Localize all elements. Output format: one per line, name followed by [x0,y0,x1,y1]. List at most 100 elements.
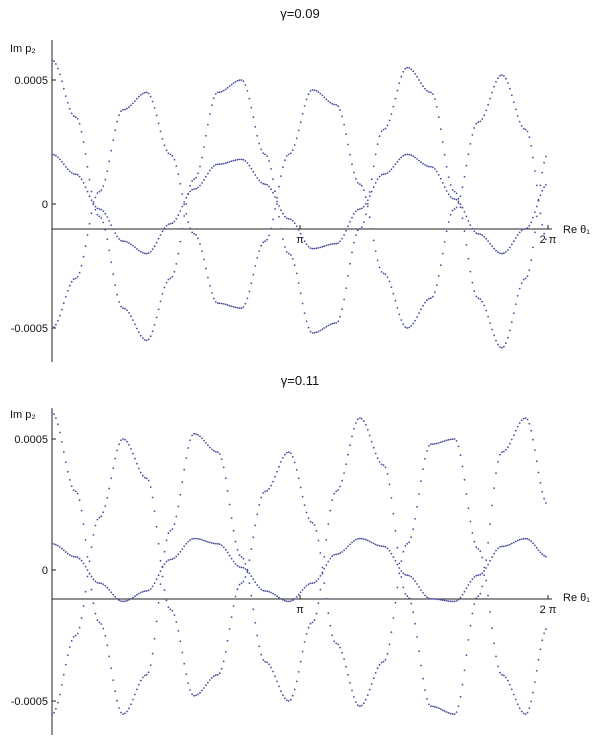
data-point [428,597,430,600]
data-point [386,547,389,550]
data-point [134,457,136,460]
data-point [270,591,272,594]
data-point [520,282,523,284]
data-point [171,154,174,157]
data-point [248,97,251,100]
data-point [214,93,217,95]
data-point [487,315,489,318]
data-point [76,632,79,635]
data-point [185,457,188,459]
data-point [535,215,538,218]
data-point [384,273,387,276]
data-point [82,182,85,184]
data-point [512,693,515,696]
data-point [143,339,146,341]
data-point [522,712,525,715]
data-point [380,271,383,273]
data-point [514,108,517,111]
data-point [451,713,454,715]
data-point [400,576,403,578]
data-point [467,153,470,156]
data-point [301,650,304,653]
data-point [543,161,545,164]
data-point [248,572,251,575]
data-point [398,562,401,565]
data-point [437,174,440,176]
data-point [479,298,482,300]
data-point [108,589,111,591]
data-point [183,662,186,665]
data-point [287,153,290,156]
data-point [201,437,203,440]
data-point [422,592,424,594]
data-point [62,302,65,305]
data-point [303,312,306,314]
data-point [339,109,341,111]
data-point [487,103,489,106]
data-point [90,575,93,578]
data-point [313,619,316,622]
data-point [159,300,162,303]
data-point [216,673,219,676]
data-point [252,170,255,173]
data-point [72,115,75,118]
data-point [211,292,213,294]
data-point [70,112,73,115]
data-point [345,287,347,289]
data-point [285,600,288,603]
data-point [159,234,162,236]
data-point [404,67,407,70]
data-point [128,312,130,314]
data-point [295,680,298,683]
data-point [258,586,261,589]
data-point [359,417,361,419]
data-point [110,261,113,264]
data-point [218,302,221,305]
data-point [272,218,274,221]
data-point [161,230,164,233]
data-point [171,222,174,225]
data-point [270,666,272,669]
data-point [136,327,138,330]
data-point [216,163,219,166]
data-point [406,327,409,329]
data-point [242,557,245,560]
data-point [364,698,367,701]
data-point [479,120,482,123]
data-point [347,143,349,146]
data-point [329,557,332,560]
data-point [353,696,355,698]
data-point [445,439,448,442]
data-point [70,555,73,557]
data-point [53,153,55,156]
data-point [124,712,126,715]
data-point [185,213,188,215]
data-point [457,705,460,708]
data-point [212,97,215,100]
data-point [362,420,365,423]
data-point [414,319,416,322]
data-point [145,91,148,94]
data-point [477,548,480,550]
data-point [518,287,521,290]
data-point [238,583,241,586]
data-point [114,232,117,235]
data-point [238,566,241,568]
data-point [165,224,168,227]
data-point [264,183,266,186]
data-point [309,247,312,250]
data-point [455,192,458,195]
data-point [535,460,538,463]
data-points [51,411,547,715]
data-point [398,313,401,316]
data-point [137,95,140,98]
data-point [86,556,89,558]
data-point [497,665,499,668]
data-point [181,205,184,208]
data-point [238,79,241,82]
data-point [325,564,328,566]
data-point [234,595,237,598]
data-point [518,120,521,123]
data-point [299,591,302,594]
